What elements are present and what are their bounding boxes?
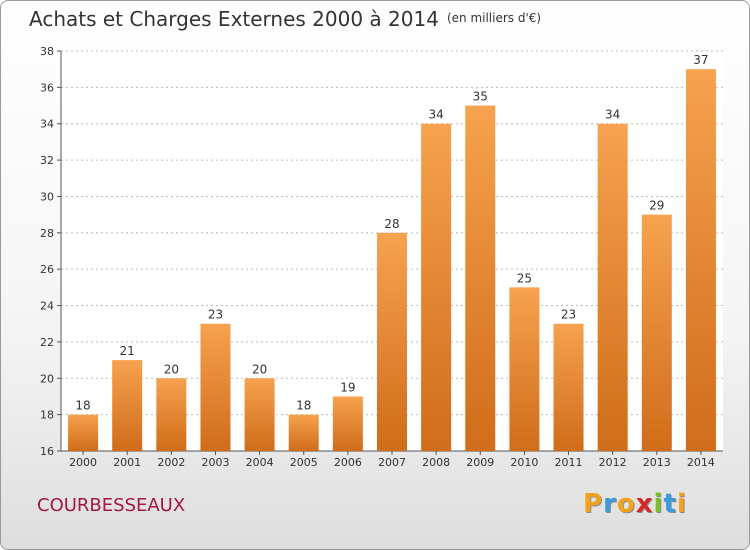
chart-subtitle: (en milliers d'€): [446, 11, 542, 25]
logo-letter: r: [603, 489, 617, 519]
bar: [68, 414, 99, 451]
y-tick-label: 34: [40, 118, 54, 131]
y-tick-label: 38: [40, 45, 54, 58]
bar: [509, 287, 540, 451]
bar: [597, 123, 628, 452]
commune-name: COURBESSEAUX: [37, 495, 186, 516]
bar: [553, 323, 584, 451]
proxiti-logo: Proxiti: [583, 489, 687, 519]
x-tick-label: 2000: [69, 456, 97, 469]
x-tick-label: 2010: [510, 456, 538, 469]
y-tick-label: 16: [40, 445, 54, 458]
logo-letter: P: [583, 489, 604, 519]
bar: [332, 396, 363, 451]
x-tick-label: 2007: [378, 456, 406, 469]
y-tick-label: 24: [40, 300, 54, 313]
x-tick-label: 2001: [113, 456, 141, 469]
y-tick-label: 30: [40, 190, 54, 203]
bar-value-label: 20: [164, 362, 179, 376]
bar-value-label: 18: [296, 399, 311, 413]
x-tick-label: 2014: [687, 456, 715, 469]
bar-value-label: 21: [120, 344, 135, 358]
x-tick-label: 2011: [555, 456, 583, 469]
bar: [156, 378, 187, 451]
bar-value-label: 29: [649, 199, 664, 213]
bar-value-label: 18: [75, 399, 90, 413]
bar: [244, 378, 275, 451]
bar: [377, 232, 407, 451]
logo-letter: o: [616, 489, 636, 519]
bar-value-label: 20: [252, 362, 267, 376]
bar-value-label: 37: [693, 53, 708, 67]
bar: [200, 323, 231, 451]
bar-value-label: 19: [340, 380, 355, 394]
bar-value-label: 34: [605, 108, 620, 122]
bar: [288, 414, 319, 451]
bar: [685, 69, 716, 451]
chart-title-text: Achats et Charges Externes 2000 à 2014: [29, 7, 439, 31]
y-tick-label: 36: [40, 81, 54, 94]
chart-title: Achats et Charges Externes 2000 à 2014 (e…: [29, 7, 541, 31]
x-tick-label: 2006: [334, 456, 362, 469]
x-tick-label: 2012: [599, 456, 627, 469]
x-tick-label: 2003: [201, 456, 229, 469]
bar-value-label: 23: [561, 308, 576, 322]
bar: [641, 214, 672, 451]
logo-letter: x: [635, 489, 654, 519]
y-tick-label: 20: [40, 372, 54, 385]
bar-value-label: 25: [517, 271, 532, 285]
x-tick-label: 2002: [157, 456, 185, 469]
bar-value-label: 35: [473, 90, 488, 104]
y-tick-label: 32: [40, 154, 54, 167]
y-tick-label: 26: [40, 263, 54, 276]
bar: [421, 123, 452, 452]
bar-value-label: 34: [428, 108, 443, 122]
bar-value-label: 28: [384, 217, 399, 231]
y-tick-label: 28: [40, 227, 54, 240]
x-tick-label: 2013: [643, 456, 671, 469]
bar: [465, 105, 496, 451]
logo-letter: t: [663, 489, 677, 519]
x-tick-label: 2008: [422, 456, 450, 469]
bar-value-label: 23: [208, 308, 223, 322]
logo-letter: i: [676, 489, 687, 519]
x-tick-label: 2005: [290, 456, 318, 469]
y-tick-label: 22: [40, 336, 54, 349]
logo-letter: i: [653, 489, 664, 519]
bar: [112, 360, 143, 451]
x-tick-label: 2004: [246, 456, 274, 469]
x-tick-label: 2009: [466, 456, 494, 469]
y-tick-label: 18: [40, 409, 54, 422]
